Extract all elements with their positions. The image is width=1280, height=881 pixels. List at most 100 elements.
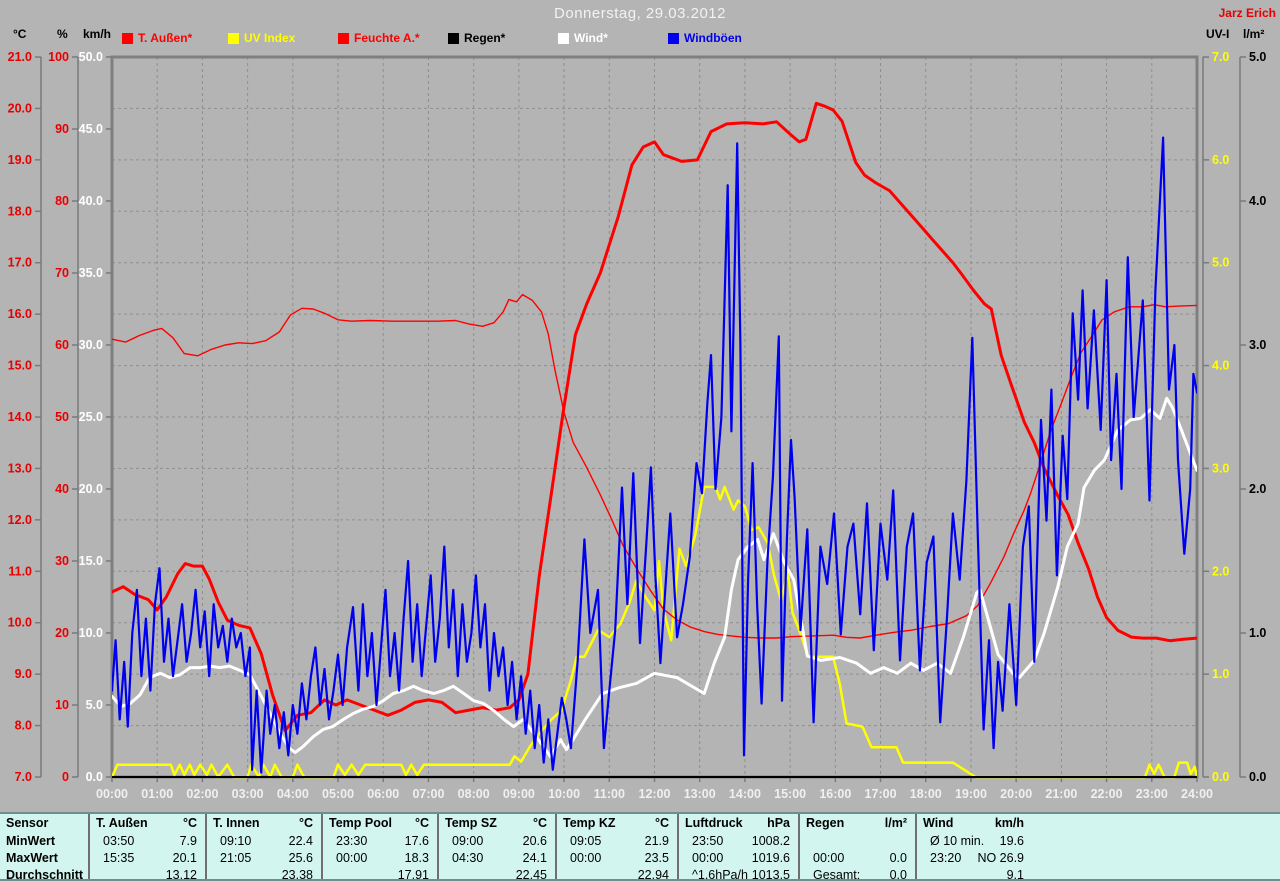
- stats-temp-sz-name: Temp SZ: [445, 816, 497, 830]
- y-tick-label-percent: 20: [55, 626, 69, 640]
- stats-temp-pool-avg: 17.91: [397, 867, 429, 881]
- legend-label: UV Index: [244, 31, 296, 45]
- stats-t-innen-max: 25.6: [288, 850, 313, 865]
- x-tick-label: 04:00: [277, 787, 309, 801]
- stats-luftdruck-min_time: 23:50: [692, 833, 724, 848]
- stats-cell: 23:30 17.6: [323, 832, 437, 849]
- y-tick-label-celsius: 9.0: [15, 667, 32, 681]
- legend-item-uv-index: UV Index: [228, 31, 295, 45]
- y-tick-label-percent: 40: [55, 482, 69, 496]
- y-tick-label-lm2: 4.0: [1249, 194, 1266, 208]
- stats-temp-pool-min: 17.6: [404, 833, 429, 848]
- x-tick-label: 21:00: [1045, 787, 1077, 801]
- x-tick-label: 01:00: [141, 787, 173, 801]
- stats-temp-kz-min_time: 09:05: [570, 833, 602, 848]
- x-tick-label: 20:00: [1000, 787, 1032, 801]
- stats-row-label: MinWert: [6, 833, 56, 848]
- x-tick-label: 07:00: [412, 787, 444, 801]
- stats-t-innen-avg: 23.38: [281, 867, 313, 881]
- stats-wind-max: NO 26.9: [977, 850, 1024, 865]
- stats-temp-sz-min: 20.6: [522, 833, 547, 848]
- y-tick-label-celsius: 10.0: [8, 616, 32, 630]
- y-tick-label-celsius: 13.0: [8, 461, 32, 475]
- stats-t-innen-unit: °C: [298, 816, 313, 830]
- stats-temp-pool-unit: °C: [414, 816, 429, 830]
- y-tick-label-lm2: 5.0: [1249, 50, 1266, 64]
- stats-cell: ^1.6hPa/h 1013.5: [679, 866, 798, 881]
- y-tick-label-percent: 0: [62, 770, 69, 784]
- legend-swatch-regen: [448, 32, 459, 44]
- x-tick-label: 10:00: [548, 787, 580, 801]
- stats-col-t-au-en: T. Außen °C 03:50 7.9 15:35 20.1 13.12: [88, 814, 205, 881]
- y-tick-label-lm2: 1.0: [1249, 626, 1266, 640]
- stats-cell: 23:50 1008.2: [679, 832, 798, 849]
- stats-cell: [800, 832, 915, 849]
- legend-swatch-uv-index: [228, 32, 239, 44]
- stats-t-innen-min_time: 09:10: [220, 833, 252, 848]
- y-tick-label-percent: 100: [48, 50, 69, 64]
- legend-swatch-windb-en: [668, 32, 679, 44]
- page-title: Donnerstag, 29.03.2012: [554, 5, 726, 22]
- stats-temp-kz-max: 23.5: [644, 850, 669, 865]
- stats-col-wind: Wind km/h Ø 10 min. 19.6 23:20 NO 26.9 9.1: [915, 814, 1032, 881]
- stats-t-au-en-min_time: 03:50: [103, 833, 135, 848]
- stats-cell: 00:00 18.3: [323, 849, 437, 866]
- stats-t-innen-name: T. Innen: [213, 816, 260, 830]
- stats-cell: Gesamt: 0.0: [800, 866, 915, 881]
- y-tick-label-percent: 50: [55, 410, 69, 424]
- y-tick-label-kmh: 20.0: [79, 482, 103, 496]
- x-tick-label: 13:00: [684, 787, 716, 801]
- stats-col-regen: Regen l/m² 00:00 0.0 Gesamt: 0.0: [798, 814, 915, 881]
- stats-regen-max_time: 00:00: [813, 850, 845, 865]
- legend-swatch-wind: [558, 32, 569, 44]
- stats-cell: 15:35 20.1: [90, 849, 205, 866]
- stats-row-label: MaxWert: [6, 850, 58, 865]
- x-tick-label: 17:00: [865, 787, 897, 801]
- stats-cell: 22.45: [439, 866, 555, 881]
- y-tick-label-celsius: 12.0: [8, 513, 32, 527]
- stats-temp-sz-avg: 22.45: [515, 867, 547, 881]
- y-tick-label-kmh: 10.0: [79, 626, 103, 640]
- axis-header-celsius: °C: [13, 27, 27, 41]
- stats-luftdruck-avg_label: ^1.6hPa/h: [692, 867, 748, 881]
- x-tick-label: 14:00: [729, 787, 761, 801]
- y-tick-label-lm2: 2.0: [1249, 482, 1266, 496]
- y-tick-label-celsius: 19.0: [8, 153, 32, 167]
- stats-cell: Temp Pool °C: [323, 814, 437, 832]
- stats-luftdruck-max: 1019.6: [751, 850, 790, 865]
- stats-col-temp-sz: Temp SZ °C 09:00 20.6 04:30 24.1 22.45: [437, 814, 555, 881]
- y-tick-label-kmh: 50.0: [79, 50, 103, 64]
- stats-wind-unit: km/h: [994, 816, 1024, 830]
- legend-swatch-feuchte-a: [338, 32, 349, 44]
- stats-row-label: Sensor: [6, 816, 49, 830]
- stats-cell: Wind km/h: [917, 814, 1032, 832]
- stats-temp-kz-unit: °C: [654, 816, 669, 830]
- x-tick-label: 11:00: [594, 787, 625, 801]
- stats-regen-unit: l/m²: [884, 816, 907, 830]
- stats-cell: Regen l/m²: [800, 814, 915, 832]
- x-tick-label: 03:00: [232, 787, 264, 801]
- stats-regen-avg: 0.0: [889, 867, 907, 881]
- stats-table: Sensor MinWert MaxWert Durchschnitt T. Außen…: [0, 812, 1280, 881]
- y-tick-label-kmh: 25.0: [79, 410, 103, 424]
- legend-item-feuchte-a: Feuchte A.*: [338, 31, 420, 45]
- stats-cell: 09:00 20.6: [439, 832, 555, 849]
- stats-cell: Ø 10 min. 19.6: [917, 832, 1032, 849]
- stats-wind-min_time: Ø 10 min.: [930, 833, 985, 848]
- stats-cell: 13.12: [90, 866, 205, 881]
- legend-item-wind: Wind*: [558, 31, 608, 45]
- stats-cell: 09:10 22.4: [207, 832, 321, 849]
- y-tick-label-lm2: 0.0: [1249, 770, 1266, 784]
- legend-label: T. Außen*: [138, 31, 193, 45]
- stats-t-au-en-max: 20.1: [172, 850, 197, 865]
- y-tick-label-kmh: 5.0: [86, 698, 103, 712]
- y-tick-label-celsius: 7.0: [15, 770, 32, 784]
- stats-wind-name: Wind: [923, 816, 954, 830]
- y-tick-label-uv: 0.0: [1212, 770, 1229, 784]
- stats-t-au-en-min: 7.9: [179, 833, 197, 848]
- stats-regen-avg_label: Gesamt:: [813, 867, 861, 881]
- stats-cell: 22.94: [557, 866, 677, 881]
- stats-temp-pool-max: 18.3: [404, 850, 429, 865]
- stats-temp-sz-unit: °C: [532, 816, 547, 830]
- watermark-author: Jarz Erich: [1218, 6, 1276, 20]
